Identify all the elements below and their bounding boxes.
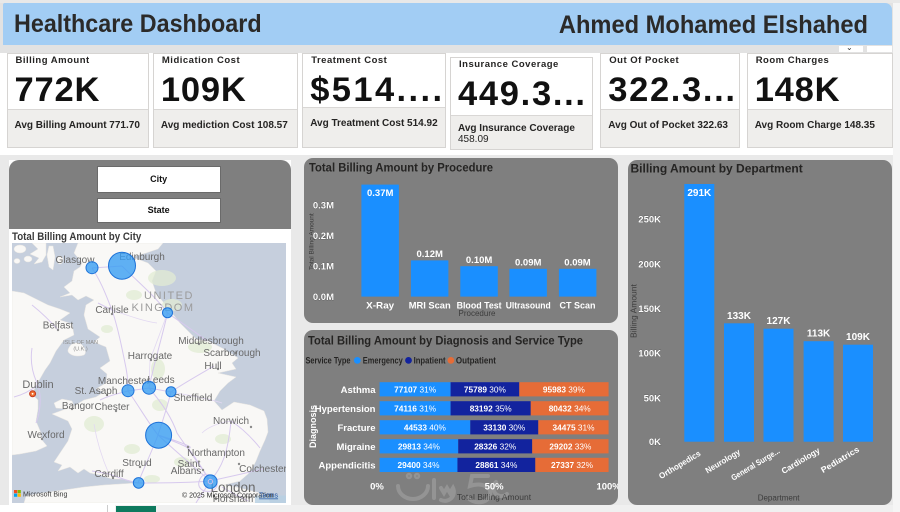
svg-text:Carlisle: Carlisle [95, 305, 129, 316]
svg-text:Total Billing Amount: Total Billing Amount [457, 492, 532, 502]
svg-text:Manchester: Manchester [98, 376, 151, 387]
svg-text:28861 34%: 28861 34% [475, 460, 517, 470]
svg-text:© 2025 Microsoft Corporation: © 2025 Microsoft Corporation [182, 492, 274, 500]
svg-text:77107 31%: 77107 31% [394, 385, 436, 395]
svg-text:KINGDOM: KINGDOM [131, 302, 194, 314]
svg-text:34475 31%: 34475 31% [553, 423, 595, 433]
svg-text:Horsham: Horsham [213, 494, 254, 503]
svg-text:Service Type: Service Type [306, 356, 351, 367]
svg-text:29400 34%: 29400 34% [398, 460, 440, 470]
svg-text:Norwich: Norwich [213, 416, 249, 427]
svg-text:Edinburgh: Edinburgh [119, 252, 165, 263]
svg-text:Harrogate: Harrogate [128, 351, 173, 362]
svg-text:Sheffield: Sheffield [174, 393, 213, 404]
svg-text:Microsoft Bing: Microsoft Bing [23, 492, 67, 499]
svg-text:Total Billing Amount by Proced: Total Billing Amount by Procedure [309, 163, 493, 175]
svg-text:100K: 100K [638, 349, 661, 360]
svg-text:28326 32%: 28326 32% [474, 442, 516, 452]
svg-text:MRI Scan: MRI Scan [409, 301, 451, 312]
svg-text:Cardiology: Cardiology [780, 445, 822, 476]
svg-text:Scarborough: Scarborough [203, 348, 260, 359]
svg-text:80432 34%: 80432 34% [549, 404, 591, 414]
svg-text:133K: 133K [727, 311, 752, 322]
svg-text:250K: 250K [638, 215, 661, 226]
svg-text:113K: 113K [807, 329, 831, 340]
svg-text:83192 35%: 83192 35% [470, 404, 512, 414]
svg-text:200K: 200K [638, 259, 661, 270]
svg-text:Glasgow: Glasgow [56, 255, 96, 266]
svg-text:0.2M: 0.2M [313, 231, 334, 242]
svg-text:Procedure: Procedure [459, 309, 496, 318]
svg-text:Bangor: Bangor [62, 401, 95, 412]
svg-text:Migraine: Migraine [336, 442, 375, 453]
svg-text:Inpatient: Inpatient [414, 356, 447, 367]
svg-text:109K: 109K [846, 332, 871, 343]
svg-text:100%: 100% [596, 482, 618, 493]
svg-text:UNITED: UNITED [144, 290, 194, 302]
svg-text:44533 40%: 44533 40% [404, 423, 446, 433]
svg-text:0.09M: 0.09M [564, 258, 590, 269]
svg-text:Pediatrics: Pediatrics [819, 444, 861, 475]
svg-text:50%: 50% [485, 482, 505, 493]
svg-text:Hull: Hull [204, 361, 221, 372]
svg-text:Outpatient: Outpatient [456, 356, 497, 367]
svg-text:(U.K.): (U.K.) [73, 347, 88, 353]
svg-text:0.37M: 0.37M [367, 188, 393, 199]
svg-text:75789 30%: 75789 30% [464, 385, 506, 395]
svg-text:Northampton: Northampton [187, 448, 245, 459]
svg-text:Billing Amount by Department: Billing Amount by Department [631, 162, 803, 176]
svg-text:Total Billing Amount: Total Billing Amount [309, 213, 316, 270]
svg-text:27337 32%: 27337 32% [551, 460, 593, 470]
svg-text:Hypertension: Hypertension [315, 404, 376, 415]
svg-text:0%: 0% [370, 482, 384, 493]
svg-text:Terms: Terms [259, 493, 279, 500]
svg-text:Wexford: Wexford [27, 430, 64, 441]
svg-text:St. Asaph: St. Asaph [75, 386, 118, 397]
svg-text:ISLE OF MAN: ISLE OF MAN [63, 340, 98, 346]
svg-text:Orthopedics: Orthopedics [657, 448, 703, 481]
svg-text:London: London [210, 480, 255, 495]
svg-text:Asthma: Asthma [341, 385, 377, 396]
svg-text:0.10M: 0.10M [466, 255, 492, 266]
svg-text:Saint: Saint [178, 459, 201, 470]
svg-text:Billing Amount: Billing Amount [629, 283, 639, 338]
svg-text:Albans: Albans [171, 466, 202, 477]
svg-text:Ultrasound: Ultrasound [506, 301, 551, 312]
svg-text:CT Scan: CT Scan [560, 301, 596, 312]
svg-text:0K: 0K [649, 437, 661, 448]
svg-text:Diagnosis: Diagnosis [308, 405, 318, 448]
svg-text:X-Ray: X-Ray [366, 301, 395, 312]
svg-text:Cardiff: Cardiff [94, 469, 123, 480]
svg-text:Leeds: Leeds [147, 375, 174, 386]
svg-text:Department: Department [758, 494, 801, 503]
svg-text:0.1M: 0.1M [313, 262, 334, 273]
svg-text:74116 31%: 74116 31% [394, 404, 436, 414]
svg-text:Belfast: Belfast [43, 321, 74, 332]
svg-text:Fracture: Fracture [337, 423, 375, 434]
svg-text:Colchester: Colchester [239, 464, 286, 475]
svg-text:150K: 150K [638, 304, 661, 315]
svg-text:0.3M: 0.3M [313, 200, 334, 211]
svg-text:Blood Test: Blood Test [457, 301, 503, 312]
svg-text:Total Billing Amount by Diagno: Total Billing Amount by Diagnosis and Se… [308, 336, 583, 348]
svg-text:33130 30%: 33130 30% [483, 423, 525, 433]
svg-text:Dublin: Dublin [22, 379, 53, 391]
svg-text:29813 34%: 29813 34% [398, 442, 440, 452]
svg-text:Stroud: Stroud [122, 458, 151, 469]
svg-text:127K: 127K [767, 316, 792, 327]
svg-text:291K: 291K [687, 188, 712, 199]
svg-text:0.12M: 0.12M [416, 249, 442, 260]
svg-text:50K: 50K [644, 393, 662, 404]
svg-text:Middlesbrough: Middlesbrough [178, 336, 244, 347]
svg-text:0.0M: 0.0M [313, 292, 334, 303]
svg-text:Emergency: Emergency [363, 356, 404, 367]
svg-text:0.09M: 0.09M [515, 258, 541, 269]
svg-text:29202 33%: 29202 33% [549, 442, 591, 452]
svg-text:Appendicitis: Appendicitis [318, 460, 375, 471]
svg-text:Chester: Chester [94, 402, 130, 413]
svg-text:95983 39%: 95983 39% [543, 385, 585, 395]
